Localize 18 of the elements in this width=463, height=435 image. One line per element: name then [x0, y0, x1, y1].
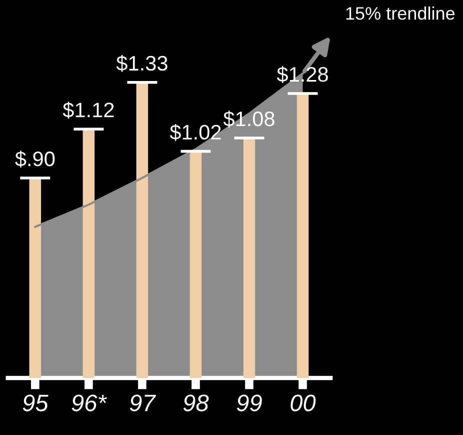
bar: [243, 138, 256, 378]
data-label: $1.28: [276, 66, 328, 84]
bar: [296, 94, 309, 378]
x-tick-label: 00: [290, 394, 316, 412]
x-tick-label: 99: [236, 394, 262, 412]
data-label: $1.33: [116, 55, 168, 72]
bar: [29, 178, 42, 378]
x-tick-label: 96*: [72, 394, 108, 412]
x-tick-label: 95: [22, 394, 48, 412]
bar: [190, 151, 202, 378]
data-label: $1.02: [170, 124, 221, 141]
bar: [82, 129, 95, 378]
data-label: $1.12: [62, 102, 114, 119]
data-label: $.90: [15, 150, 55, 168]
x-tick-label: 97: [130, 394, 156, 412]
x-tick-label: 98: [183, 394, 209, 412]
bar: [136, 82, 148, 378]
text: 15% trendline: [346, 6, 455, 20]
